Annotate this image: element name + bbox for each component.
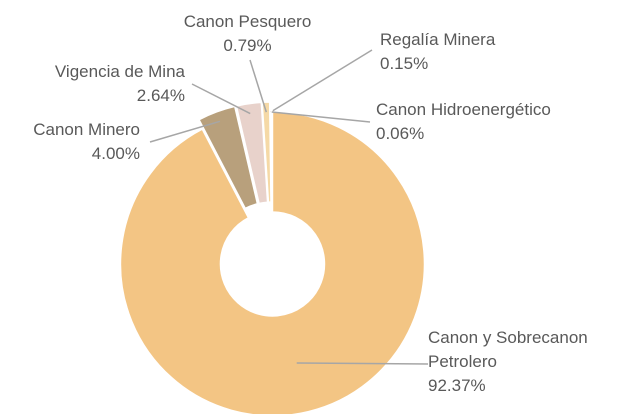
data-label: Canon Pesquero 0.79%: [150, 10, 345, 58]
data-label: Vigencia de Mina 2.64%: [20, 60, 185, 108]
data-label: Regalía Minera 0.15%: [380, 28, 580, 76]
category-label: Vigencia de Mina: [54, 62, 185, 81]
leader-line: [191, 83, 251, 115]
value-label: 4.00%: [91, 144, 140, 163]
leader-line: [271, 111, 371, 123]
data-label: Canon Hidroenergético 0.06%: [376, 98, 596, 146]
data-label: Canon y Sobrecanon Petrolero 92.37%: [428, 326, 603, 398]
leader-line: [249, 59, 268, 113]
slice: [119, 111, 426, 414]
slice: [270, 101, 273, 203]
leader-line: [149, 120, 221, 143]
category-label: Canon Hidroenergético: [376, 100, 551, 119]
slice: [198, 105, 259, 210]
slice: [235, 101, 269, 205]
value-label: 0.06%: [376, 124, 425, 143]
category-label: Canon Minero: [33, 120, 140, 139]
leader-line: [296, 362, 429, 365]
leader-line: [270, 49, 373, 113]
data-label: Canon Minero 4.00%: [12, 118, 140, 166]
value-label: 0.79%: [223, 36, 272, 55]
value-label: 2.64%: [136, 86, 185, 105]
value-label: 92.37%: [428, 376, 486, 395]
category-label: Canon y Sobrecanon Petrolero: [428, 328, 588, 371]
value-label: 0.15%: [380, 54, 429, 73]
category-label: Canon Pesquero: [183, 12, 312, 31]
category-label: Regalía Minera: [380, 30, 496, 49]
